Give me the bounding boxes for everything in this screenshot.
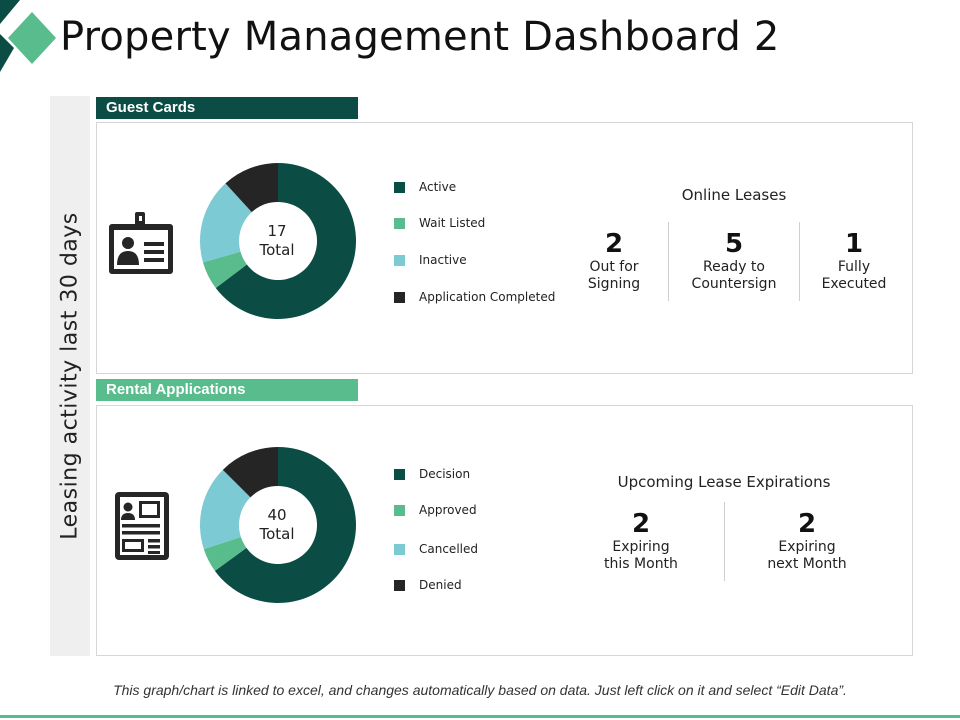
donut-slice-approved	[203, 537, 247, 571]
stat-label-line1: Expiring	[778, 539, 836, 555]
stat-expiring-next-month: 2 Expiring next Month	[748, 509, 866, 573]
legend-label: Approved	[419, 503, 477, 517]
donut-slice-application-completed	[225, 163, 278, 213]
donut-slice-active	[215, 163, 356, 319]
bottom-rule	[0, 715, 960, 718]
stat-label-line2: this Month	[604, 556, 678, 572]
legend-swatch	[394, 254, 405, 266]
stat-expiring-this-month: 2 Expiring this Month	[585, 509, 697, 573]
online-leases-title: Online Leases	[681, 186, 787, 204]
legend-item-cancelled: Cancelled	[394, 541, 478, 557]
legend-item-wait-listed: Wait Listed	[394, 215, 485, 231]
rental-applications-total: 40 Total	[237, 506, 317, 544]
legend-label: Application Completed	[419, 290, 556, 304]
guest-cards-donut	[200, 163, 356, 319]
legend-swatch	[394, 579, 405, 591]
rental-applications-donut	[200, 447, 356, 603]
diamond-logo-icon	[0, 0, 56, 72]
legend-label: Wait Listed	[419, 216, 486, 230]
legend-label: Inactive	[419, 253, 467, 267]
side-label: Leasing activity last 30 days	[57, 212, 83, 540]
stat-value: 2	[604, 229, 624, 259]
side-band	[50, 96, 90, 656]
legend-item-active: Active	[394, 179, 456, 195]
rental-applications-total-value: 40	[267, 506, 287, 524]
donut-slice-wait-listed	[202, 251, 247, 289]
stat-label-line1: Out for	[589, 259, 639, 275]
stat-out-for-signing: 2 Out for Signing	[563, 229, 665, 293]
legend-label: Denied	[419, 578, 462, 592]
legend-item-approved: Approved	[394, 502, 477, 518]
donut-slice-inactive	[200, 183, 252, 263]
legend-swatch	[394, 468, 405, 480]
stat-fully-executed: 1 Fully Executed	[804, 229, 904, 293]
stat-divider	[799, 222, 800, 301]
guest-cards-panel	[96, 122, 913, 374]
legend-swatch	[394, 181, 405, 193]
stat-label-line2: Countersign	[691, 276, 777, 292]
stat-value: 5	[724, 229, 744, 259]
stat-label-line1: Ready to	[703, 259, 765, 275]
legend-item-decision: Decision	[394, 466, 470, 482]
guest-cards-total: 17 Total	[237, 222, 317, 260]
page-title: Property Management Dashboard 2	[60, 14, 780, 60]
stat-ready-to-countersign: 5 Ready to Countersign	[676, 229, 792, 293]
id-badge-icon	[109, 212, 173, 274]
footer-note: This graph/chart is linked to excel, and…	[113, 682, 847, 698]
rental-applications-tab: Rental Applications	[96, 379, 358, 401]
stat-value: 1	[844, 229, 864, 259]
stat-label-line2: Signing	[587, 276, 641, 292]
legend-swatch	[394, 543, 405, 555]
application-form-icon	[115, 492, 169, 560]
guest-cards-total-value: 17	[267, 222, 287, 240]
legend-item-application-completed: Application Completed	[394, 289, 555, 305]
guest-cards-total-label: Total	[259, 241, 295, 259]
legend-item-denied: Denied	[394, 577, 462, 593]
guest-cards-tab: Guest Cards	[96, 97, 358, 119]
legend-item-inactive: Inactive	[394, 252, 467, 268]
stat-label-line2: next Month	[767, 556, 847, 572]
stat-value: 2	[631, 509, 651, 539]
legend-swatch	[394, 504, 405, 516]
stat-label-line1: Expiring	[612, 539, 670, 555]
lease-expirations-title: Upcoming Lease Expirations	[617, 473, 831, 491]
stat-value: 2	[797, 509, 817, 539]
legend-label: Decision	[419, 467, 471, 481]
rental-applications-total-label: Total	[259, 525, 295, 543]
stat-label-line2: Executed	[821, 276, 887, 292]
donut-slice-decision	[214, 447, 356, 603]
stat-divider	[668, 222, 669, 301]
legend-swatch	[394, 217, 405, 229]
stat-label-line1: Fully	[837, 259, 871, 275]
legend-swatch	[394, 291, 405, 303]
legend-label: Cancelled	[419, 542, 478, 556]
legend-label: Active	[419, 180, 457, 194]
stat-divider	[724, 502, 725, 581]
donut-slice-cancelled	[200, 469, 251, 550]
donut-slice-denied	[222, 447, 278, 498]
